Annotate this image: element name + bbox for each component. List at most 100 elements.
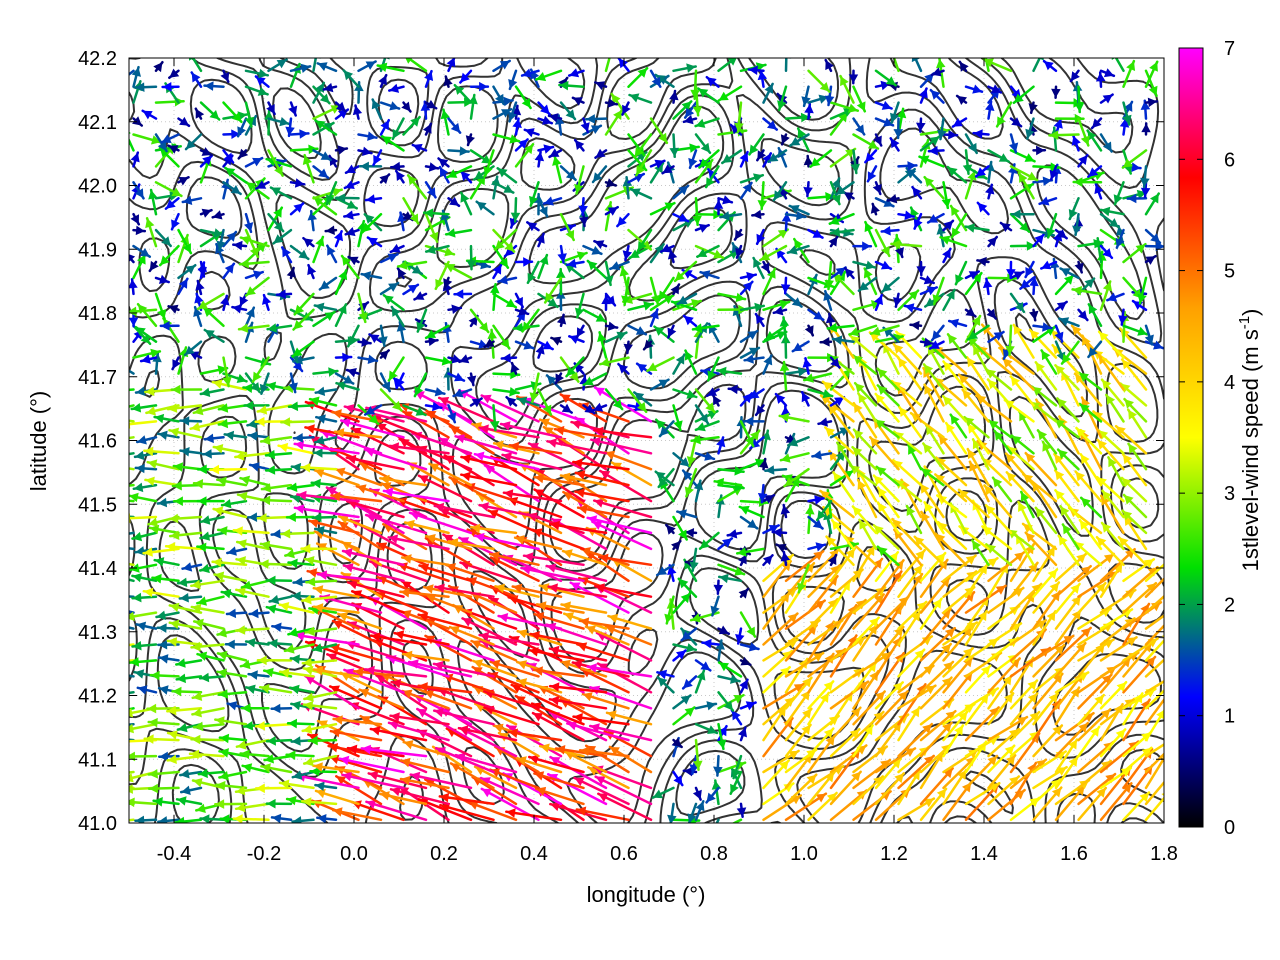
wind-vector — [983, 484, 1013, 519]
wind-vector — [593, 426, 653, 439]
wind-vector — [715, 639, 725, 662]
wind-vector — [288, 372, 298, 394]
wind-vector — [681, 675, 698, 690]
wind-vector — [717, 537, 734, 551]
wind-vector — [263, 754, 293, 764]
wind-vector — [743, 416, 765, 427]
wind-vector — [387, 534, 450, 551]
wind-vector — [1144, 624, 1164, 646]
wind-vector — [1078, 402, 1103, 423]
wind-vector — [155, 610, 180, 620]
wind-vector — [538, 583, 585, 598]
wind-vector — [143, 446, 180, 457]
wind-vector — [1054, 582, 1081, 614]
wind-vector — [168, 530, 203, 540]
wind-vector — [331, 619, 383, 646]
wind-vector — [131, 531, 158, 542]
colorbar-tick-label: 6 — [1224, 149, 1235, 171]
wind-vector — [971, 438, 990, 471]
wind-vector — [875, 465, 900, 487]
x-tick-label: -0.4 — [157, 843, 191, 865]
wind-vector — [1079, 496, 1103, 519]
wind-vector — [360, 744, 428, 758]
wind-vector — [762, 524, 780, 535]
wind-vector — [771, 527, 788, 538]
wind-vector — [199, 531, 225, 541]
wind-vector — [499, 421, 563, 439]
wind-vector — [152, 797, 180, 807]
wind-vector — [350, 590, 405, 614]
wind-vector — [574, 470, 630, 487]
wind-vector — [852, 690, 886, 726]
wind-vector — [1077, 759, 1112, 790]
wind-vector — [672, 649, 688, 662]
wind-vector — [189, 420, 225, 432]
wind-vector — [312, 666, 360, 678]
wind-vector — [739, 611, 757, 638]
wind-vector — [301, 722, 338, 734]
wind-vector — [293, 504, 360, 519]
wind-vector — [520, 565, 585, 583]
wind-vector — [586, 515, 653, 535]
wind-vector — [715, 366, 743, 377]
wind-vector — [1056, 448, 1080, 471]
wind-vector — [192, 404, 225, 416]
wind-vector — [478, 631, 540, 646]
wind-vector — [545, 374, 563, 391]
wind-vector — [218, 748, 248, 758]
wind-vector — [694, 420, 720, 432]
wind-vector — [248, 462, 270, 472]
wind-vector — [345, 454, 405, 471]
wind-vector — [874, 690, 909, 726]
wind-vector — [1054, 755, 1079, 790]
wind-vector — [1053, 452, 1080, 487]
wind-vector — [1077, 581, 1107, 614]
wind-vector — [1010, 434, 1035, 455]
wind-vector — [196, 496, 225, 506]
wind-vector — [168, 513, 203, 524]
wind-vector — [1099, 562, 1124, 598]
wind-vector — [153, 413, 180, 424]
wind-vector — [649, 378, 670, 391]
wind-vector — [942, 625, 974, 662]
wind-vector — [1122, 746, 1153, 774]
wind-vector — [560, 601, 608, 614]
wind-vector — [129, 722, 135, 726]
wind-vector — [754, 404, 766, 417]
wind-vector — [807, 515, 824, 530]
wind-vector — [310, 478, 338, 489]
wind-vector — [717, 573, 743, 584]
wind-vector — [1123, 397, 1148, 423]
x-tick-label: 0.6 — [610, 843, 638, 865]
wind-vector — [598, 356, 630, 367]
wind-vector — [265, 798, 293, 809]
wind-vector — [489, 556, 540, 583]
wind-vector — [129, 786, 135, 790]
wind-vector — [270, 813, 293, 823]
wind-vector — [779, 452, 810, 463]
wind-vector — [693, 738, 703, 772]
wind-vector — [378, 791, 428, 806]
wind-vector — [993, 429, 1013, 455]
wind-vector — [919, 767, 954, 806]
wind-vector — [1073, 540, 1103, 567]
x-tick-label: 1.2 — [880, 843, 908, 865]
y-tick-label: 41.2 — [78, 686, 117, 708]
wind-vector — [897, 356, 923, 391]
wind-vector — [400, 554, 450, 567]
wind-vector — [489, 659, 540, 678]
wind-vector — [1126, 408, 1148, 439]
wind-vector — [919, 642, 953, 678]
wind-vector — [1054, 784, 1086, 822]
wind-vector — [511, 583, 563, 598]
wind-vector — [739, 515, 759, 530]
wind-vector — [1032, 724, 1064, 758]
wind-vector — [258, 559, 293, 569]
colorbar-label-main: 1stlevel-wind speed (m s — [1238, 329, 1263, 571]
wind-vector — [797, 563, 810, 594]
wind-vector — [1073, 372, 1103, 407]
wind-vector — [572, 458, 630, 471]
wind-vector — [738, 505, 765, 519]
wind-vector — [303, 691, 338, 702]
wind-vector — [516, 396, 540, 407]
